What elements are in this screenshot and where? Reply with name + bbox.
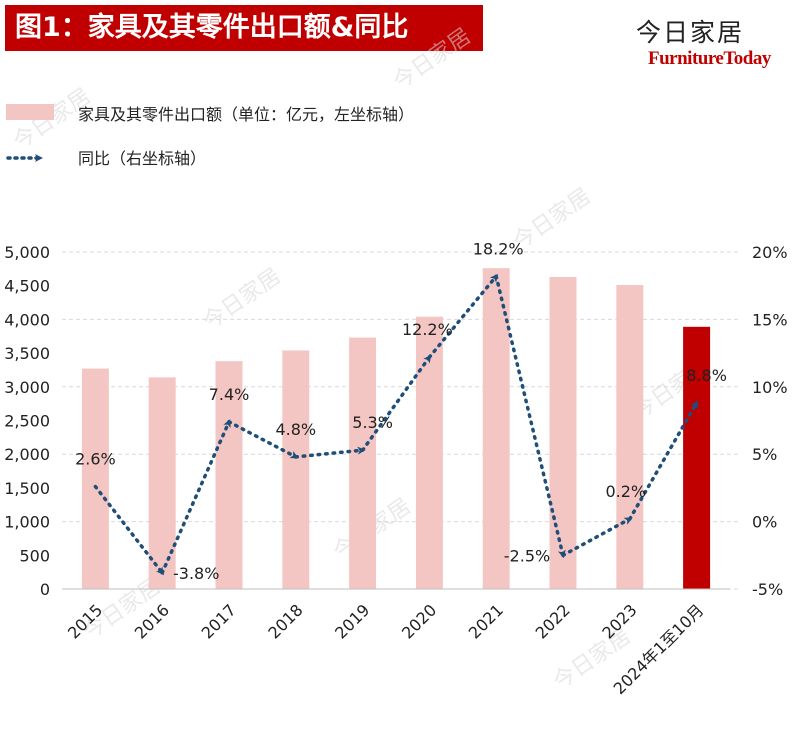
bar-series [81, 268, 711, 589]
line-segment [628, 400, 699, 521]
brand-logo-en: FurnitureToday [648, 48, 771, 69]
left-axis-tick: 3,000 [4, 378, 50, 397]
bar-2024年1至10月 [683, 326, 711, 589]
data-label-yoy: 8.8% [686, 366, 727, 385]
data-labels: 2.6% -3.8% 7.4% 4.8% 5.3% 12.2% 18.2% -2.5% 0.2%… [75, 239, 727, 583]
line-segment [494, 274, 566, 559]
left-axis-tick: 4,500 [4, 277, 50, 296]
left-axis-tick: 5,000 [4, 243, 50, 262]
x-axis-tick: 2019 [331, 600, 373, 642]
right-axis-tick: -5% [752, 580, 783, 599]
data-label-yoy: 4.8% [275, 420, 316, 439]
bar-2022 [549, 276, 577, 589]
data-label-yoy: -2.5% [504, 546, 550, 565]
chart-title: 图1：家具及其零件出口额&同比 [15, 12, 409, 43]
line-segment [93, 484, 165, 576]
data-label-yoy: 7.4% [209, 385, 250, 404]
left-axis-tick: 4,000 [4, 310, 50, 329]
left-axis-tick: 1,000 [4, 513, 50, 532]
bar-2018 [282, 350, 310, 589]
left-axis-tick: 500 [19, 546, 50, 565]
x-axis-tick: 2017 [198, 600, 240, 642]
data-label-yoy: 5.3% [352, 413, 393, 432]
title-bar: 图1：家具及其零件出口额&同比 [5, 5, 483, 51]
legend-line-label: 同比（右坐标轴） [78, 149, 206, 168]
left-axis-tick: 2,500 [4, 412, 50, 431]
bar-2019 [349, 337, 377, 589]
left-axis-tick: 2,000 [4, 445, 50, 464]
data-label-yoy: 18.2% [473, 239, 524, 258]
right-axis-tick: 5% [752, 445, 777, 464]
data-label-yoy: 0.2% [605, 482, 646, 501]
left-axis-tick: 0 [40, 580, 50, 599]
right-axis-tick: 20% [752, 243, 788, 262]
bar-2023 [616, 285, 644, 589]
right-axis-tick: 15% [752, 310, 788, 329]
left-axis-tick: 3,500 [4, 344, 50, 363]
legend: 家具及其零件出口额（单位：亿元，左坐标轴） 同比（右坐标轴） [6, 104, 414, 168]
watermark-brand: 今日家居 [199, 264, 285, 335]
line-series [93, 273, 699, 576]
data-label-yoy: -3.8% [173, 564, 219, 583]
legend-bar-label: 家具及其零件出口额（单位：亿元，左坐标轴） [78, 105, 414, 124]
line-segment [561, 517, 633, 558]
x-axis-tick: 2022 [532, 600, 574, 642]
watermark-brand: 今日家居 [389, 24, 475, 95]
line-segment [227, 420, 299, 459]
data-label-yoy: 2.6% [75, 450, 116, 469]
left-axis: 0 500 1,000 1,500 2,000 2,500 3,000 3,500 4,000 4… [4, 243, 50, 599]
bar-2017 [215, 361, 243, 589]
x-axis-tick: 2018 [264, 600, 306, 642]
bar-2015 [81, 368, 109, 589]
line-segment [160, 419, 231, 575]
line-segment [427, 273, 499, 359]
brand-logo-cn: 今日家居 [636, 18, 745, 47]
right-axis-tick: 0% [752, 513, 777, 532]
legend-bar-swatch [6, 104, 54, 120]
bar-2021 [482, 268, 510, 589]
right-axis: -5% 0% 5% 10% 15% 20% [752, 243, 788, 599]
left-axis-tick: 1,500 [4, 479, 50, 498]
bar-2016 [148, 377, 176, 589]
x-axis-tick: 2020 [398, 600, 440, 642]
data-label-yoy: 12.2% [402, 320, 453, 339]
right-axis-tick: 10% [752, 378, 788, 397]
x-axis-tick: 2021 [465, 600, 507, 642]
